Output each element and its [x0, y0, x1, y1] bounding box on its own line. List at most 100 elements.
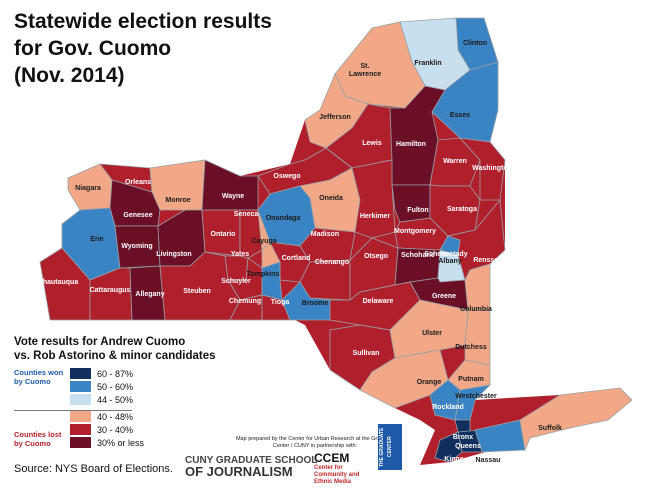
county-label-schuyler: Schuyler	[221, 278, 251, 285]
title-line-1: Statewide election results	[14, 10, 272, 33]
cuny-journalism-logo: CUNY GRADUATE SCHOOL OF JOURNALISM	[185, 455, 317, 479]
county-label-monroe: Monroe	[165, 197, 190, 204]
county-label-delaware: Delaware	[363, 298, 394, 305]
county-label-onondaga: Onondaga	[266, 215, 301, 222]
county-label-lewis: Lewis	[362, 140, 382, 147]
county-steuben	[159, 251, 241, 321]
county-label-washington: Washington	[472, 165, 512, 172]
county-label-columbia: Columbia	[460, 306, 492, 313]
county-label-schenectady: Schenectady	[424, 251, 467, 258]
ccem-logo-tagline: Center for Community and Ethnic Media	[314, 465, 360, 485]
legend-label-30-or-less: 30% or less	[97, 438, 145, 448]
page-title: Statewide election results for Gov. Cuom…	[14, 8, 314, 89]
county-dutchess	[464, 309, 491, 366]
legend-won-group-text: Counties won by Cuomo	[14, 368, 64, 386]
county-label-dutchess: Dutchess	[455, 344, 487, 351]
county-label-westchester: Westchester	[455, 393, 497, 400]
legend-lost-group-text: Counties lost by Cuomo	[14, 430, 62, 448]
county-label-kings: Kings	[444, 456, 464, 463]
county-label-chemung: Chemung	[229, 298, 261, 305]
county-label-st-lawrence: St. Lawrence	[349, 63, 381, 78]
county-label-seneca: Seneca	[234, 211, 259, 218]
legend-swatch-50-60	[70, 381, 91, 392]
legend-label-60-87: 60 - 87%	[97, 369, 134, 379]
county-label-niagara: Niagara	[75, 185, 101, 192]
legend-label-44-50: 44 - 50%	[97, 395, 134, 405]
county-label-bronx: Bronx	[453, 434, 473, 441]
county-label-orleans: Orleans	[125, 179, 151, 186]
county-label-broome: Broome	[302, 300, 329, 307]
county-label-rockland: Rockland	[432, 404, 464, 411]
county-tompkins	[261, 261, 283, 301]
county-label-rensselaer: Rensselaer	[473, 257, 511, 264]
legend-heading-line-1: Vote results for Andrew Cuomo	[14, 336, 186, 348]
county-label-franklin: Franklin	[414, 60, 441, 67]
legend-label-30-40: 30 - 40%	[97, 425, 134, 435]
county-label-ontario: Ontario	[211, 231, 236, 238]
legend-won-group-label: Counties won by Cuomo	[14, 368, 63, 386]
county-fulton	[391, 184, 431, 223]
credit-note: Map prepared by the Center for Urban Res…	[235, 436, 395, 449]
county-label-allegany: Allegany	[135, 291, 164, 298]
legend-lost-group-label: Counties lost by Cuomo	[14, 430, 62, 448]
county-label-cortland: Cortland	[282, 255, 311, 262]
county-label-tioga: Tioga	[271, 299, 290, 306]
county-chenango	[299, 259, 351, 301]
county-label-queens: Queens	[455, 443, 481, 450]
title-line-3: (Nov. 2014)	[14, 64, 125, 87]
county-label-sullivan: Sullivan	[353, 350, 380, 357]
county-label-cayuga: Cayuga	[251, 238, 276, 245]
county-label-oneida: Oneida	[319, 195, 343, 202]
county-label-ulster: Ulster	[422, 330, 442, 337]
ccem-logo: CCEM Center for Community and Ethnic Med…	[314, 451, 374, 486]
legend-label-50-60: 50 - 60%	[97, 382, 134, 392]
county-label-herkimer: Herkimer	[360, 213, 391, 220]
title-line-2: for Gov. Cuomo	[14, 37, 172, 60]
county-label-clinton: Clinton	[463, 40, 487, 47]
cuny-logo-bottom: OF JOURNALISM	[185, 464, 293, 479]
county-label-livingston: Livingston	[156, 251, 191, 258]
county-label-madison: Madison	[311, 231, 339, 238]
county-rockland	[429, 379, 461, 421]
legend-separator	[14, 410, 132, 411]
county-label-montgomery: Montgomery	[394, 228, 436, 235]
county-label-chenango: Chenango	[315, 259, 349, 266]
legend-swatch-40-48	[70, 411, 91, 422]
legend-swatch-44-50	[70, 394, 91, 405]
county-yates	[224, 255, 249, 281]
legend-label-40-48: 40 - 48%	[97, 412, 134, 422]
county-suffolk	[519, 387, 633, 452]
county-label-warren: Warren	[443, 158, 467, 165]
county-label-steuben: Steuben	[183, 288, 211, 295]
legend-swatch-30-or-less	[70, 437, 91, 448]
ccem-logo-name: CCEM	[314, 451, 350, 465]
county-label-chautauqua: Chautauqua	[38, 279, 79, 286]
county-monroe	[149, 159, 206, 211]
county-label-saratoga: Saratoga	[447, 206, 477, 213]
county-bronx	[454, 419, 471, 433]
legend-swatch-60-87	[70, 368, 91, 379]
county-seneca	[239, 209, 263, 259]
county-label-otsego: Otsego	[364, 253, 388, 260]
county-label-schoharie: Schoharie	[401, 252, 435, 259]
county-wayne	[201, 159, 259, 211]
county-label-hamilton: Hamilton	[396, 141, 426, 148]
county-label-fulton: Fulton	[407, 207, 428, 214]
graduate-center-logo: THE GRADUATE CENTER	[378, 424, 402, 470]
county-herkimer	[351, 159, 396, 239]
county-label-wyoming: Wyoming	[121, 243, 152, 250]
county-label-yates: Yates	[231, 251, 249, 258]
county-label-orange: Orange	[417, 379, 442, 386]
county-label-cattaraugus: Cattaraugus	[90, 287, 131, 294]
legend-heading: Vote results for Andrew Cuomo vs. Rob As…	[14, 335, 216, 363]
county-columbia	[464, 263, 491, 311]
county-label-erie: Erie	[90, 236, 103, 243]
county-label-wayne: Wayne	[222, 193, 244, 200]
county-label-greene: Greene	[432, 293, 456, 300]
county-kings	[434, 431, 463, 463]
legend-swatch-30-40	[70, 424, 91, 435]
county-label-albany: Albany	[438, 258, 461, 265]
county-label-tompkins: Tompkins	[247, 271, 280, 278]
county-label-nassau: Nassau	[476, 457, 501, 464]
county-label-oswego: Oswego	[273, 173, 300, 180]
